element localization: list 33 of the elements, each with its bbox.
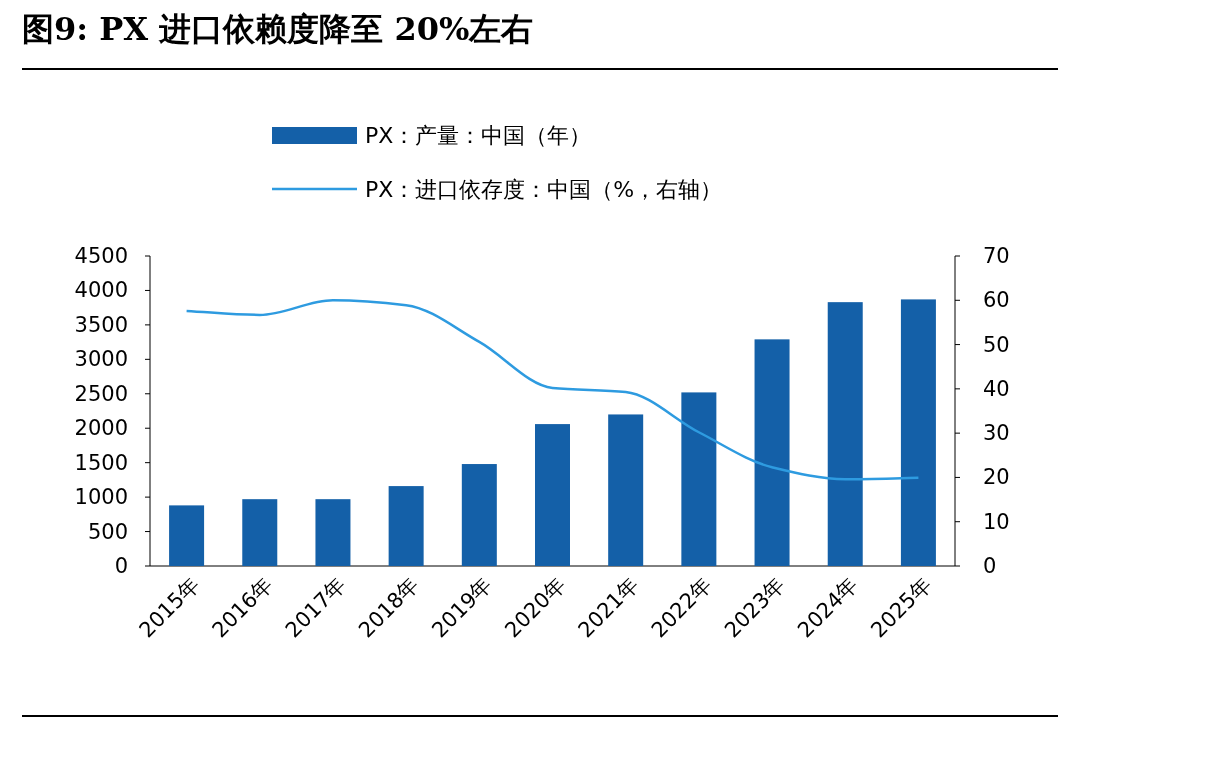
bar xyxy=(461,464,497,566)
y-tick-label: 3500 xyxy=(74,312,128,337)
y2-tick-label: 20 xyxy=(983,465,1010,490)
bar xyxy=(754,339,790,566)
bar xyxy=(900,299,936,566)
y-tick-label: 0 xyxy=(114,554,128,578)
y2-tick-label: 60 xyxy=(983,288,1010,313)
bar xyxy=(388,486,424,566)
bar xyxy=(242,499,278,566)
y-tick-label: 3000 xyxy=(74,347,128,372)
bar xyxy=(608,414,644,566)
chart-title: 图9: PX 进口依赖度降至 20%左右 xyxy=(22,10,534,48)
y-tick-label: 4000 xyxy=(74,278,128,303)
bar xyxy=(315,499,351,566)
bar xyxy=(681,392,717,566)
line-series xyxy=(185,299,920,481)
y-tick-label: 500 xyxy=(87,519,128,544)
y-tick-label: 1500 xyxy=(74,450,128,475)
legend-label: PX：产量：中国（年） xyxy=(365,123,592,148)
y2-tick-label: 30 xyxy=(983,421,1010,446)
y-tick-label: 2500 xyxy=(74,381,128,406)
y-tick-label: 2000 xyxy=(74,416,128,441)
y2-tick-label: 10 xyxy=(983,509,1010,534)
bar xyxy=(169,505,205,566)
y2-tick-label: 0 xyxy=(983,554,997,578)
y-tick-label: 4500 xyxy=(74,244,128,268)
y2-tick-label: 40 xyxy=(983,376,1010,401)
legend-label: PX：进口依存度：中国（%，右轴） xyxy=(365,177,723,202)
y2-tick-label: 50 xyxy=(983,332,1010,357)
bar xyxy=(535,424,570,566)
y2-tick-label: 70 xyxy=(983,244,1010,268)
bar xyxy=(827,302,863,566)
y-tick-label: 1000 xyxy=(74,485,128,510)
